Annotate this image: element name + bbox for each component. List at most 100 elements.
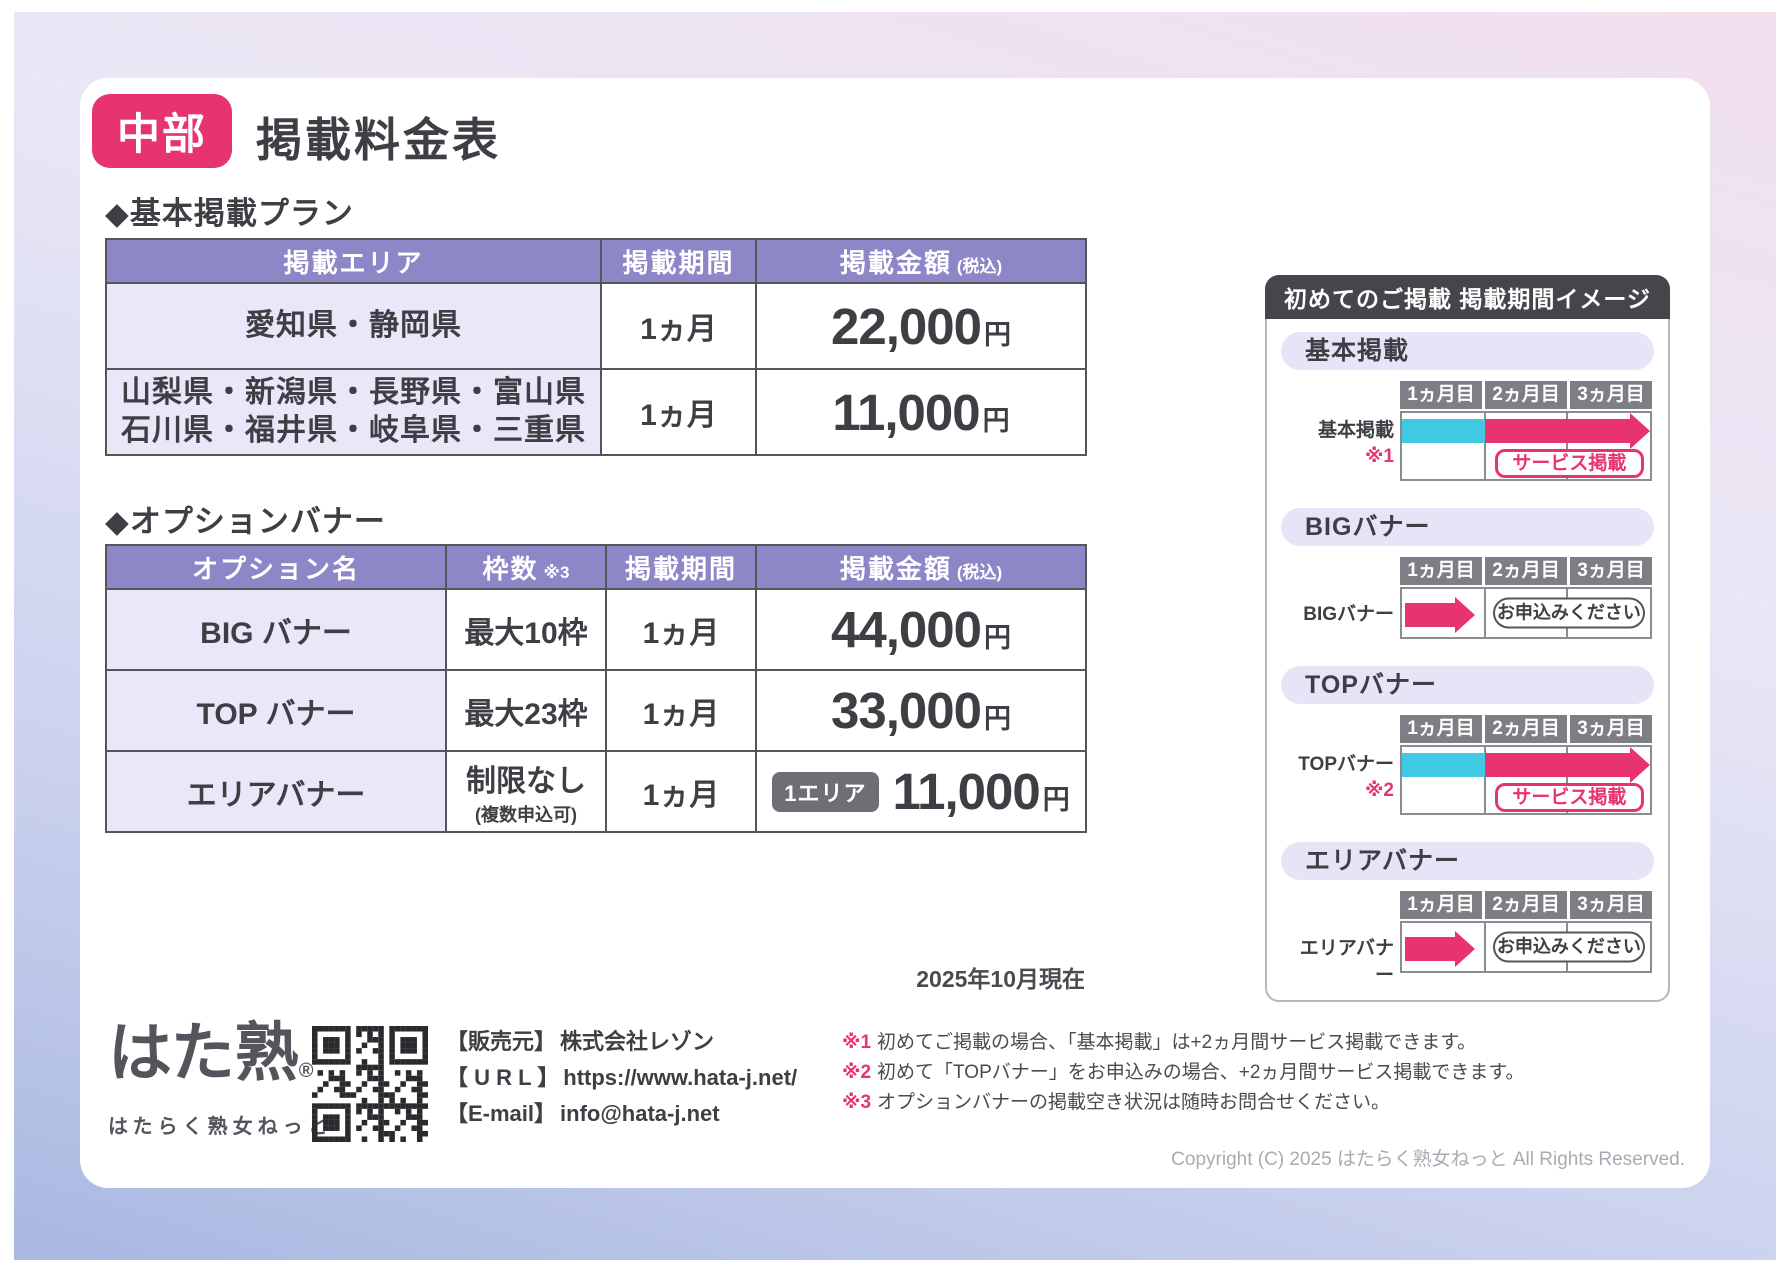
col-header-period: 掲載期間 xyxy=(605,544,757,590)
month-header: 1ヵ月目 xyxy=(1400,557,1482,585)
month-header: 2ヵ月目 xyxy=(1485,715,1567,743)
contact-block: 【販売元】 株式会社レゾン 【 U R L 】 https://www.hata-j… xyxy=(446,1024,797,1132)
page-title: 掲載料金表 xyxy=(256,114,501,166)
section-pill: BIGバナー xyxy=(1281,508,1654,546)
footnote-marker: ※2 xyxy=(1364,780,1394,801)
col-header-slots: 枠数 ※3 xyxy=(445,544,607,590)
grid-divider xyxy=(1483,413,1486,479)
basic-plan-table: 掲載エリア 掲載期間 掲載金額 (税込) 愛知県・静岡県 1ヵ月 22,000 円… xyxy=(105,238,1087,456)
section-pill: エリアバナー xyxy=(1281,842,1654,880)
contact-url: 【 U R L 】 https://www.hata-j.net/ xyxy=(446,1065,798,1090)
schedule-panel: 初めてのご掲載 掲載期間イメージ 基本掲載 基本掲載 ※1 1ヵ月目 2ヵ月目 … xyxy=(1265,275,1670,1002)
brand-logo-subtitle: はたらく熟女ねっと xyxy=(108,1116,333,1138)
service-tag: サービス掲載 xyxy=(1494,449,1644,478)
col-header-option-name: オプション名 xyxy=(105,544,447,590)
period-cell: 1ヵ月 xyxy=(605,588,757,671)
month-header: 3ヵ月目 xyxy=(1570,715,1652,743)
price-unit: 円 xyxy=(984,704,1011,734)
timeline-chart: 1ヵ月目 2ヵ月目 3ヵ月目 サービス掲載 xyxy=(1400,715,1652,815)
slots-cell: 最大23枠 xyxy=(445,669,607,752)
period-cell: 1ヵ月 xyxy=(605,750,757,833)
section-pill: 基本掲載 xyxy=(1281,332,1654,370)
month-header: 2ヵ月目 xyxy=(1485,557,1567,585)
grid-divider xyxy=(1483,589,1486,637)
table-row: 愛知県・静岡県 1ヵ月 22,000 円 xyxy=(105,282,1087,370)
tax-included-note: (税込) xyxy=(956,256,1003,276)
slots-cell: 制限なし (複数申込可) xyxy=(445,750,607,833)
table-header-row: オプション名 枠数 ※3 掲載期間 掲載金額 (税込) xyxy=(105,544,1087,590)
brand-logo: はた熟® はたらく熟女ねっと xyxy=(108,1017,333,1138)
contact-seller: 【販売元】 株式会社レゾン xyxy=(446,1029,715,1054)
period-cell: 1ヵ月 xyxy=(600,368,757,456)
registered-mark: ® xyxy=(298,1060,314,1082)
footnote-2: ※2 初めて「TOPバナー」をお申込みの場合、+2ヵ月間サービス掲載できます。 xyxy=(842,1062,1525,1083)
timeline-chart: 1ヵ月目 2ヵ月目 3ヵ月目 サービス掲載 xyxy=(1400,381,1652,481)
grid-divider xyxy=(1566,413,1569,479)
price-value: 22,000 xyxy=(831,297,982,355)
apply-tag: お申込みください xyxy=(1492,931,1645,963)
url-link[interactable]: https://www.hata-j.net/ xyxy=(563,1065,798,1090)
area-cell: 山梨県・新潟県・長野県・富山県 石川県・福井県・岐阜県・三重県 xyxy=(105,368,602,456)
price-unit: 円 xyxy=(984,319,1011,350)
option-banner-table: オプション名 枠数 ※3 掲載期間 掲載金額 (税込) BIG バナー 最大10枠 … xyxy=(105,544,1087,833)
section-pill: TOPバナー xyxy=(1281,666,1654,704)
one-area-badge: 1エリア xyxy=(772,771,879,812)
footnote-marker: ※1 xyxy=(1364,446,1394,467)
paid-period-arrow xyxy=(1405,603,1455,627)
col-header-price: 掲載金額 (税込) xyxy=(755,238,1087,284)
qr-code xyxy=(312,1026,428,1142)
price-value: 33,000 xyxy=(831,682,982,739)
row-label: TOPバナー ※2 xyxy=(1281,749,1400,815)
footnotes: ※1 初めてご掲載の場合、「基本掲載」は+2ヵ月間サービス掲載できます。 ※2 初め… xyxy=(842,1028,1525,1118)
month-header: 2ヵ月目 xyxy=(1485,891,1567,919)
col-header-price: 掲載金額 (税込) xyxy=(755,544,1087,590)
email-link[interactable]: info@hata-j.net xyxy=(560,1101,720,1126)
service-period-arrow xyxy=(1484,419,1630,443)
content-card: 中部 掲載料金表 ◆基本掲載プラン 掲載エリア 掲載期間 掲載金額 (税込) 愛知… xyxy=(80,78,1710,1188)
price-unit: 円 xyxy=(1042,785,1070,815)
table-row: エリアバナー 制限なし (複数申込可) 1ヵ月 1エリア 11,000 円 xyxy=(105,750,1087,833)
schedule-section-top-banner: TOPバナー TOPバナー ※2 1ヵ月目 2ヵ月目 3ヵ月目 xyxy=(1281,666,1654,815)
period-cell: 1ヵ月 xyxy=(605,669,757,752)
price-cell: 33,000 円 xyxy=(755,669,1087,752)
price-unit: 円 xyxy=(982,405,1010,436)
schedule-section-basic: 基本掲載 基本掲載 ※1 1ヵ月目 2ヵ月目 3ヵ月目 xyxy=(1281,332,1654,481)
region-badge: 中部 xyxy=(92,94,232,168)
slots-subnote: (複数申込可) xyxy=(475,805,577,825)
row-label: BIGバナー xyxy=(1303,604,1394,625)
tax-included-note: (税込) xyxy=(956,562,1003,582)
price-unit: 円 xyxy=(984,623,1011,653)
basic-plan-heading: ◆基本掲載プラン xyxy=(105,196,354,231)
month-header: 3ヵ月目 xyxy=(1570,891,1652,919)
month-header: 1ヵ月目 xyxy=(1400,715,1482,743)
period-cell: 1ヵ月 xyxy=(600,282,757,370)
table-header-row: 掲載エリア 掲載期間 掲載金額 (税込) xyxy=(105,238,1087,284)
table-row: 山梨県・新潟県・長野県・富山県 石川県・福井県・岐阜県・三重県 1ヵ月 11,0… xyxy=(105,368,1087,456)
service-period-arrow xyxy=(1484,753,1630,777)
option-name-cell: BIG バナー xyxy=(105,588,447,671)
footnote-3: ※3 オプションバナーの掲載空き状況は随時お問合せください。 xyxy=(842,1092,1391,1113)
option-name-cell: TOP バナー xyxy=(105,669,447,752)
month-header: 2ヵ月目 xyxy=(1485,381,1567,409)
month-header: 3ヵ月目 xyxy=(1570,381,1652,409)
price-cell: 11,000 円 xyxy=(755,368,1087,456)
contact-email: 【E-mail】 info@hata-j.net xyxy=(446,1101,720,1126)
grid-divider xyxy=(1483,747,1486,813)
price-cell: 1エリア 11,000 円 xyxy=(755,750,1087,833)
footnote-1: ※1 初めてご掲載の場合、「基本掲載」は+2ヵ月間サービス掲載できます。 xyxy=(842,1032,1477,1053)
slots-note: ※3 xyxy=(543,562,570,582)
price-cell: 44,000 円 xyxy=(755,588,1087,671)
schedule-section-big-banner: BIGバナー BIGバナー 1ヵ月目 2ヵ月目 3ヵ月目 xyxy=(1281,508,1654,639)
schedule-section-area-banner: エリアバナー エリアバナー 1ヵ月目 2ヵ月目 3ヵ月目 xyxy=(1281,842,1654,987)
month-header: 1ヵ月目 xyxy=(1400,381,1482,409)
copyright-text: Copyright (C) 2025 はたらく熟女ねっと All Rights … xyxy=(1171,1149,1685,1170)
price-value: 11,000 xyxy=(832,383,980,441)
service-tag: サービス掲載 xyxy=(1494,783,1644,812)
paid-period-bar xyxy=(1402,753,1485,777)
col-header-area: 掲載エリア xyxy=(105,238,602,284)
slots-cell: 最大10枠 xyxy=(445,588,607,671)
timeline-chart: 1ヵ月目 2ヵ月目 3ヵ月目 お申込みください xyxy=(1400,557,1652,639)
row-label: 基本掲載 ※1 xyxy=(1281,415,1400,481)
price-cell: 22,000 円 xyxy=(755,282,1087,370)
month-header: 3ヵ月目 xyxy=(1570,557,1652,585)
